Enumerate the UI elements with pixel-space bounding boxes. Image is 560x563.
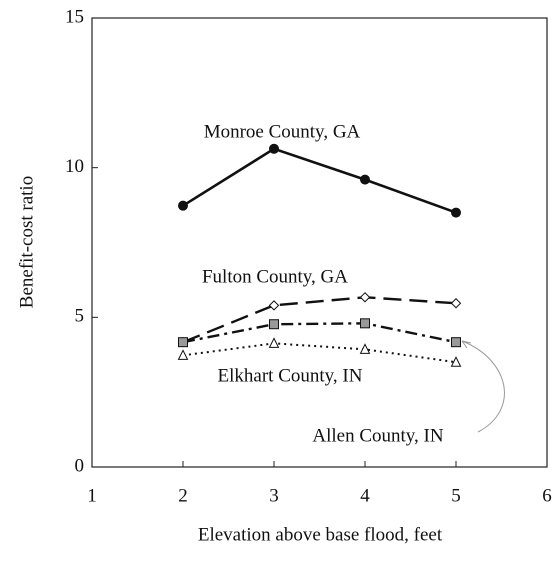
point: [359, 343, 371, 354]
annotation-arrow: [461, 340, 505, 433]
point: [451, 337, 461, 348]
x-tick-label: 3: [269, 485, 279, 506]
point: [177, 349, 189, 360]
point: [268, 300, 280, 311]
point: [268, 337, 280, 348]
x-axis-label: Elevation above base flood, feet: [198, 524, 443, 545]
point: [359, 292, 371, 303]
series-label: Elkhart County, IN: [218, 365, 363, 386]
arrow-head: [461, 340, 472, 349]
series-line: [182, 342, 457, 364]
x-tick-label: 2: [178, 485, 188, 506]
y-tick-label: 5: [75, 306, 85, 327]
series-line: [182, 296, 457, 344]
point: [178, 200, 188, 211]
x-tick-label: 6: [542, 485, 552, 506]
y-axis-label: Benefit-cost ratio: [16, 176, 37, 308]
series-label: Fulton County, GA: [202, 266, 348, 287]
x-tick-label: 4: [360, 485, 370, 506]
series-line: [182, 147, 457, 214]
y-tick-label: 15: [65, 6, 84, 27]
series-label: Monroe County, GA: [204, 121, 361, 142]
point: [178, 337, 188, 348]
series-line: [182, 322, 457, 344]
point: [360, 174, 370, 185]
y-tick-label: 0: [75, 455, 85, 476]
x-tick-label: 5: [451, 485, 461, 506]
x-tick-label: 1: [87, 485, 97, 506]
point: [360, 318, 370, 329]
point: [269, 319, 279, 330]
point: [450, 356, 462, 367]
series-label: Allen County, IN: [312, 425, 444, 446]
point: [450, 298, 462, 309]
point: [269, 143, 279, 154]
point: [451, 207, 461, 218]
plot-frame: [91, 17, 548, 468]
y-tick-label: 10: [65, 156, 84, 177]
